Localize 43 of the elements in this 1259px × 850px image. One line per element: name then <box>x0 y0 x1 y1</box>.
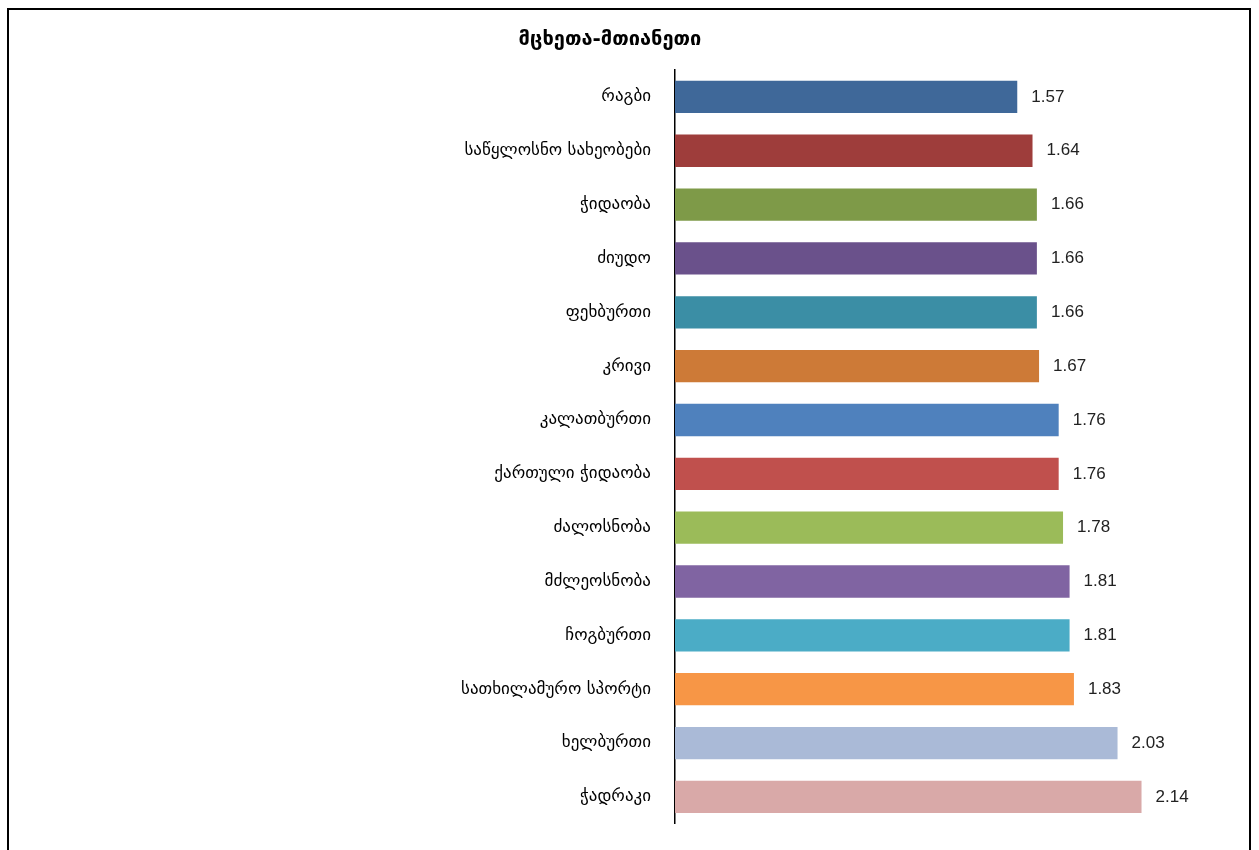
data-label: 1.66 <box>1050 301 1084 321</box>
y-tick-label: სათხილამურო სპორტი <box>461 677 651 698</box>
data-label: 1.57 <box>1031 86 1065 106</box>
bar <box>675 80 1018 114</box>
y-tick-label: ძალოსნობა <box>553 516 651 537</box>
y-tick-label: ხელბურთი <box>561 731 651 752</box>
bar <box>675 726 1118 760</box>
bar <box>675 457 1059 490</box>
y-tick-label: კალათბურთი <box>539 408 651 429</box>
y-tick-label: საწყლოსნო სახეობები <box>464 139 651 160</box>
bar <box>675 673 1074 706</box>
data-label: 1.83 <box>1087 678 1122 698</box>
data-label: 1.64 <box>1046 140 1080 160</box>
y-tick-label: ჭადრაკი <box>579 785 651 806</box>
y-tick-label: ჩოგბურთი <box>565 623 651 644</box>
chart-title: მცხეთა-მთიანეთი <box>518 26 702 51</box>
data-label: 1.76 <box>1072 409 1106 429</box>
bar <box>675 565 1070 598</box>
bar <box>675 349 1040 383</box>
bar <box>675 242 1037 275</box>
bar <box>675 296 1037 329</box>
y-tick-label: მძლეოსნობა <box>544 569 651 590</box>
bar <box>675 403 1059 437</box>
data-label: 1.81 <box>1083 625 1117 645</box>
bar <box>675 619 1070 652</box>
data-label: 1.66 <box>1050 248 1084 268</box>
data-label: 2.14 <box>1155 786 1189 806</box>
bar <box>675 511 1064 544</box>
bar <box>675 134 1033 167</box>
y-tick-label: ჭიდაობა <box>580 193 651 214</box>
y-tick-label: კრივი <box>602 354 651 375</box>
bar <box>675 780 1142 814</box>
y-tick-label: ფეხბურთი <box>565 300 651 321</box>
data-label: 1.81 <box>1083 571 1117 591</box>
y-tick-label: ძიუდო <box>597 246 651 267</box>
data-label: 1.78 <box>1077 517 1111 537</box>
data-label: 1.76 <box>1072 463 1106 483</box>
data-label: 1.66 <box>1050 194 1084 214</box>
bar <box>675 188 1037 221</box>
y-tick-label: ქართული ჭიდაობა <box>494 462 651 483</box>
y-tick-label: რაგბი <box>601 85 651 106</box>
data-label: 1.67 <box>1053 355 1087 375</box>
data-label: 2.03 <box>1131 732 1165 752</box>
